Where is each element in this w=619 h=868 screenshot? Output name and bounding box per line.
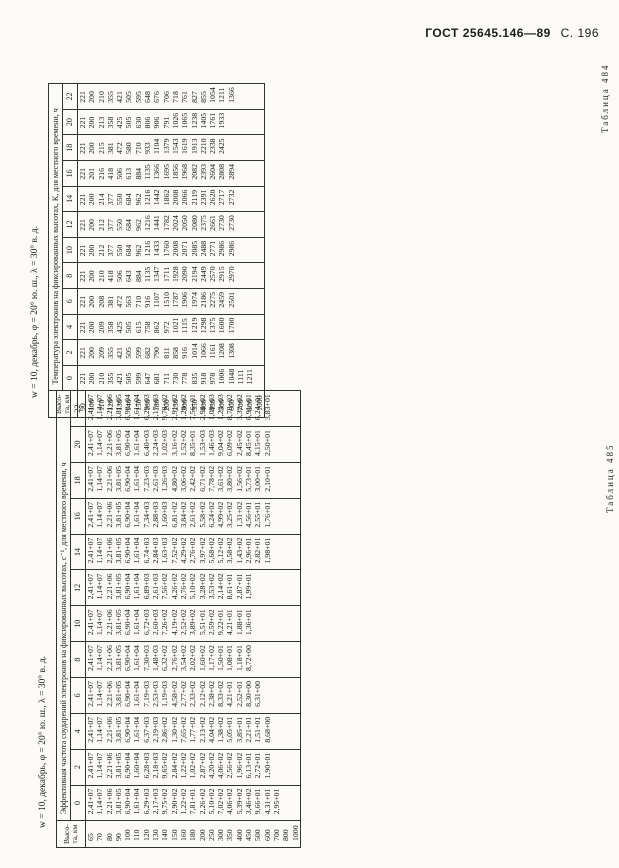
table484-column-header: 8 bbox=[62, 262, 78, 289]
table-485-caption: Эффективная частота соударений электроно… bbox=[56, 390, 71, 821]
table485-column-header: 8 bbox=[70, 641, 86, 678]
table485-values-column: 2,41+07 1,14+07 2,21+06 3,81+05 6,90+04 … bbox=[85, 426, 301, 463]
table484-values-column: 221 200 208 381 472 563 710 916 1107 151… bbox=[77, 288, 265, 315]
table-485-conditions: w = 10, декабрь, φ = 20° ю. ш., λ = 30° … bbox=[38, 655, 48, 828]
table485-column-header: 6 bbox=[70, 677, 86, 714]
standard-title: ГОСТ 25645.146—89 bbox=[425, 26, 551, 40]
table485-column-header: 14 bbox=[70, 534, 86, 570]
table484-column-header: 16 bbox=[62, 160, 78, 187]
table484-column-header: 20 bbox=[62, 109, 78, 135]
table485-values-column: 2,41+07 1,14+07 2,21+06 3,81+05 6,90+04 … bbox=[85, 785, 301, 821]
table485-column-header: 18 bbox=[70, 462, 86, 499]
table485-column-header: 2 bbox=[70, 749, 86, 786]
table484-values-column: 221 200 210 355 421 505 599 647 681 711 … bbox=[77, 365, 265, 391]
table-484-conditions: w = 10, декабрь, φ = 20° ю. ш., λ = 30° … bbox=[30, 225, 40, 398]
table-484: Высо-та, км Температура электронов на фи… bbox=[48, 83, 265, 418]
table484-column-header: 6 bbox=[62, 288, 78, 315]
table484-column-header: 0 bbox=[62, 365, 78, 391]
table485-values-column: 2,41+07 1,14+07 2,21+06 3,81+05 6,90+04 … bbox=[85, 677, 301, 714]
table485-values-column: 2,41+07 1,14+07 2,21+06 3,81+05 6,90+04 … bbox=[85, 498, 301, 535]
table484-values-column: 221 200 214 377 550 684 962 1216 1442 18… bbox=[77, 186, 265, 212]
table485-column-header: 10 bbox=[70, 605, 86, 642]
table484-values-column: 221 200 212 377 550 684 962 1216 1441 17… bbox=[77, 211, 265, 238]
table-485: Высо-та, км Эффективная частота соударен… bbox=[56, 390, 301, 848]
page-header: ГОСТ 25645.146—89 С. 196 bbox=[425, 26, 599, 40]
table484-values-column: 221 200 209 358 425 505 615 758 862 972 … bbox=[77, 314, 265, 340]
table485-column-header: 20 bbox=[70, 426, 86, 463]
table-485-label: Таблица 485 bbox=[605, 443, 615, 514]
table485-stub-header: Высо-та, км bbox=[56, 820, 86, 848]
table484-column-header: 18 bbox=[62, 134, 78, 161]
table484-column-header: 4 bbox=[62, 314, 78, 340]
table484-values-column: 221 200 210 418 506 643 884 1135 1347 17… bbox=[77, 262, 265, 289]
table484-column-header: 10 bbox=[62, 237, 78, 263]
table485-heights-column: 65 70 80 90 100 110 120 130 140 150 160 … bbox=[85, 820, 301, 848]
table484-column-header: 22 bbox=[62, 83, 78, 110]
table484-values-column: 221 200 215 381 472 580 710 933 1104 137… bbox=[77, 134, 265, 161]
table485-column-header: 16 bbox=[70, 498, 86, 535]
table484-values-column: 221 200 212 377 550 684 962 1216 1433 17… bbox=[77, 237, 265, 263]
table485-column-header: 4 bbox=[70, 713, 86, 750]
table484-column-header: 14 bbox=[62, 186, 78, 212]
table484-values-column: 221 200 210 355 421 505 595 648 676 706 … bbox=[77, 83, 265, 110]
table484-column-header: 2 bbox=[62, 339, 78, 366]
table485-values-column: 2,41+07 1,14+07 2,21+06 3,81+05 6,90+04 … bbox=[85, 534, 301, 570]
table485-values-column: 2,41+07 1,14+07 2,21+06 3,81+05 6,90+04 … bbox=[85, 713, 301, 750]
table484-values-column: 221 201 216 418 506 613 884 1135 1366 16… bbox=[77, 160, 265, 187]
table484-values-column: 221 200 213 358 425 505 630 806 906 791 … bbox=[77, 109, 265, 135]
table-484-label: Таблица 484 bbox=[600, 63, 610, 134]
table485-column-header: 22 bbox=[70, 390, 86, 427]
table485-values-column: 2,41+07 1,14+07 2,21+06 3,81+05 6,90+04 … bbox=[85, 605, 301, 642]
page-number: С. 196 bbox=[560, 26, 599, 40]
table485-values-column: 2,41+07 1,14+07 2,21+06 3,81+05 6,90+04 … bbox=[85, 462, 301, 499]
table485-values-column: 2,41+07 1,14+07 2,21+06 3,81+05 6,90+04 … bbox=[85, 641, 301, 678]
table484-values-column: 221 200 209 355 421 505 599 682 790 811 … bbox=[77, 339, 265, 366]
table485-values-column: 2,41+07 1,14+07 2,21+06 3,81+05 6,90+04 … bbox=[85, 390, 301, 427]
table485-values-column: 2,41+07 1,14+07 2,21+06 3,81+05 6,90+04 … bbox=[85, 569, 301, 606]
table-484-caption: Температура электронов на фиксированных … bbox=[48, 83, 63, 391]
table485-column-header: 0 bbox=[70, 785, 86, 821]
table484-column-header: 12 bbox=[62, 211, 78, 238]
table485-values-column: 2,41+07 1,14+07 2,21+06 3,81+05 6,90+04 … bbox=[85, 749, 301, 786]
table485-column-header: 12 bbox=[70, 569, 86, 606]
